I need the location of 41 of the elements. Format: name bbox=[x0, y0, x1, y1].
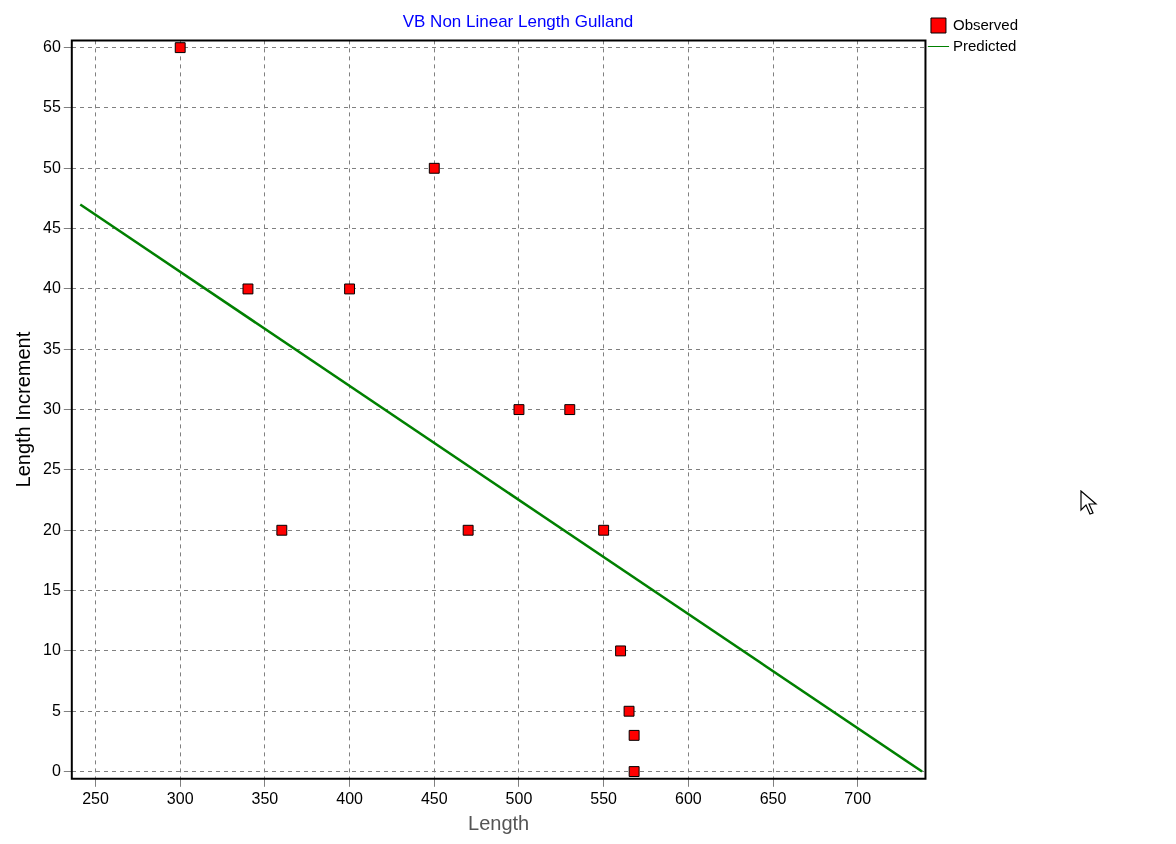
x-tick-label: 650 bbox=[759, 789, 787, 807]
point bbox=[628, 729, 640, 741]
y-tick-label: 10 bbox=[43, 641, 61, 659]
point bbox=[513, 404, 525, 416]
chart-title: VB Non Linear Length Gulland bbox=[402, 11, 634, 31]
y-tick-label: 25 bbox=[43, 460, 61, 478]
y-tick-label: 35 bbox=[43, 339, 61, 357]
x-tick-label: 450 bbox=[420, 789, 448, 807]
x-tick-label: 500 bbox=[505, 789, 533, 807]
y-tick-label: 5 bbox=[51, 701, 61, 719]
y-tick-label: 30 bbox=[43, 400, 61, 418]
point bbox=[344, 283, 356, 295]
x-tick-label: 600 bbox=[674, 789, 702, 807]
point bbox=[242, 283, 254, 295]
x-tick-label: 250 bbox=[82, 789, 109, 807]
y-tick-label: 20 bbox=[43, 520, 61, 538]
point bbox=[462, 524, 474, 536]
y-tick-label: 40 bbox=[43, 279, 61, 297]
x-tick-label: 350 bbox=[251, 789, 279, 807]
y-tick-label: 55 bbox=[43, 98, 61, 116]
y-tick-label: 15 bbox=[43, 580, 61, 598]
point bbox=[276, 524, 288, 536]
legend-label: Predicted bbox=[952, 36, 1017, 54]
x-tick-label: 550 bbox=[590, 789, 618, 807]
point bbox=[174, 42, 186, 54]
y-tick-label: 0 bbox=[51, 761, 61, 779]
point bbox=[564, 404, 576, 416]
y-tick-label: 60 bbox=[43, 38, 61, 56]
point bbox=[428, 162, 440, 174]
x-tick-label: 300 bbox=[166, 789, 194, 807]
point bbox=[623, 705, 635, 717]
y-tick-label: 50 bbox=[43, 158, 61, 176]
legend-label: Observed bbox=[952, 15, 1019, 33]
point bbox=[628, 766, 640, 778]
y-axis-title: Length Increment bbox=[11, 331, 34, 488]
point bbox=[598, 524, 610, 536]
x-tick-label: 700 bbox=[844, 789, 872, 807]
y-tick-label: 45 bbox=[43, 219, 61, 237]
x-tick-label: 400 bbox=[336, 789, 364, 807]
point bbox=[615, 645, 627, 657]
x-axis-title: Length bbox=[468, 811, 530, 834]
